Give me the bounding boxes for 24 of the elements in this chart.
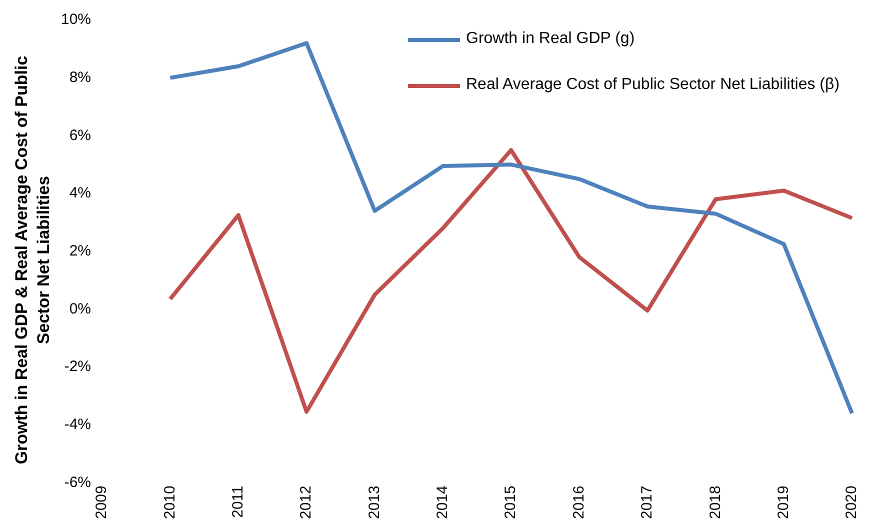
y-tick-label: -6% xyxy=(64,474,92,491)
y-tick-label: 4% xyxy=(69,184,92,202)
y-tick-label: -2% xyxy=(64,358,92,376)
x-tick-label: 2012 xyxy=(298,486,315,520)
x-tick-label: 2020 xyxy=(843,486,860,520)
x-tick-label: 2017 xyxy=(638,486,656,520)
x-tick-label: 2014 xyxy=(434,486,452,520)
y-tick-label: 2% xyxy=(69,242,92,260)
y-tick-label: 0% xyxy=(69,300,92,318)
x-tick-label: 2010 xyxy=(161,486,178,520)
y-tick-label: 10% xyxy=(60,11,92,28)
y-tick-label: 8% xyxy=(69,68,92,86)
y-tick-label: -4% xyxy=(64,416,92,433)
x-tick-label: 2011 xyxy=(230,486,247,518)
x-tick-label: 2019 xyxy=(774,486,792,520)
legend-label: Growth in Real GDP (g) xyxy=(466,30,636,48)
x-tick-label: 2015 xyxy=(502,486,520,520)
x-tick-label: 2009 xyxy=(93,486,110,520)
y-tick-label: 6% xyxy=(69,126,92,144)
x-tick-label: 2013 xyxy=(366,486,383,520)
legend-label: Real Average Cost of Public Sector Net Liabilities (β) xyxy=(466,76,841,94)
y-axis-title: Growth in Real GDP & Real Average Cost of Public Sector Net Liabilities xyxy=(11,54,54,466)
x-tick-label: 2018 xyxy=(706,486,724,520)
x-tick-label: 2016 xyxy=(570,486,588,520)
